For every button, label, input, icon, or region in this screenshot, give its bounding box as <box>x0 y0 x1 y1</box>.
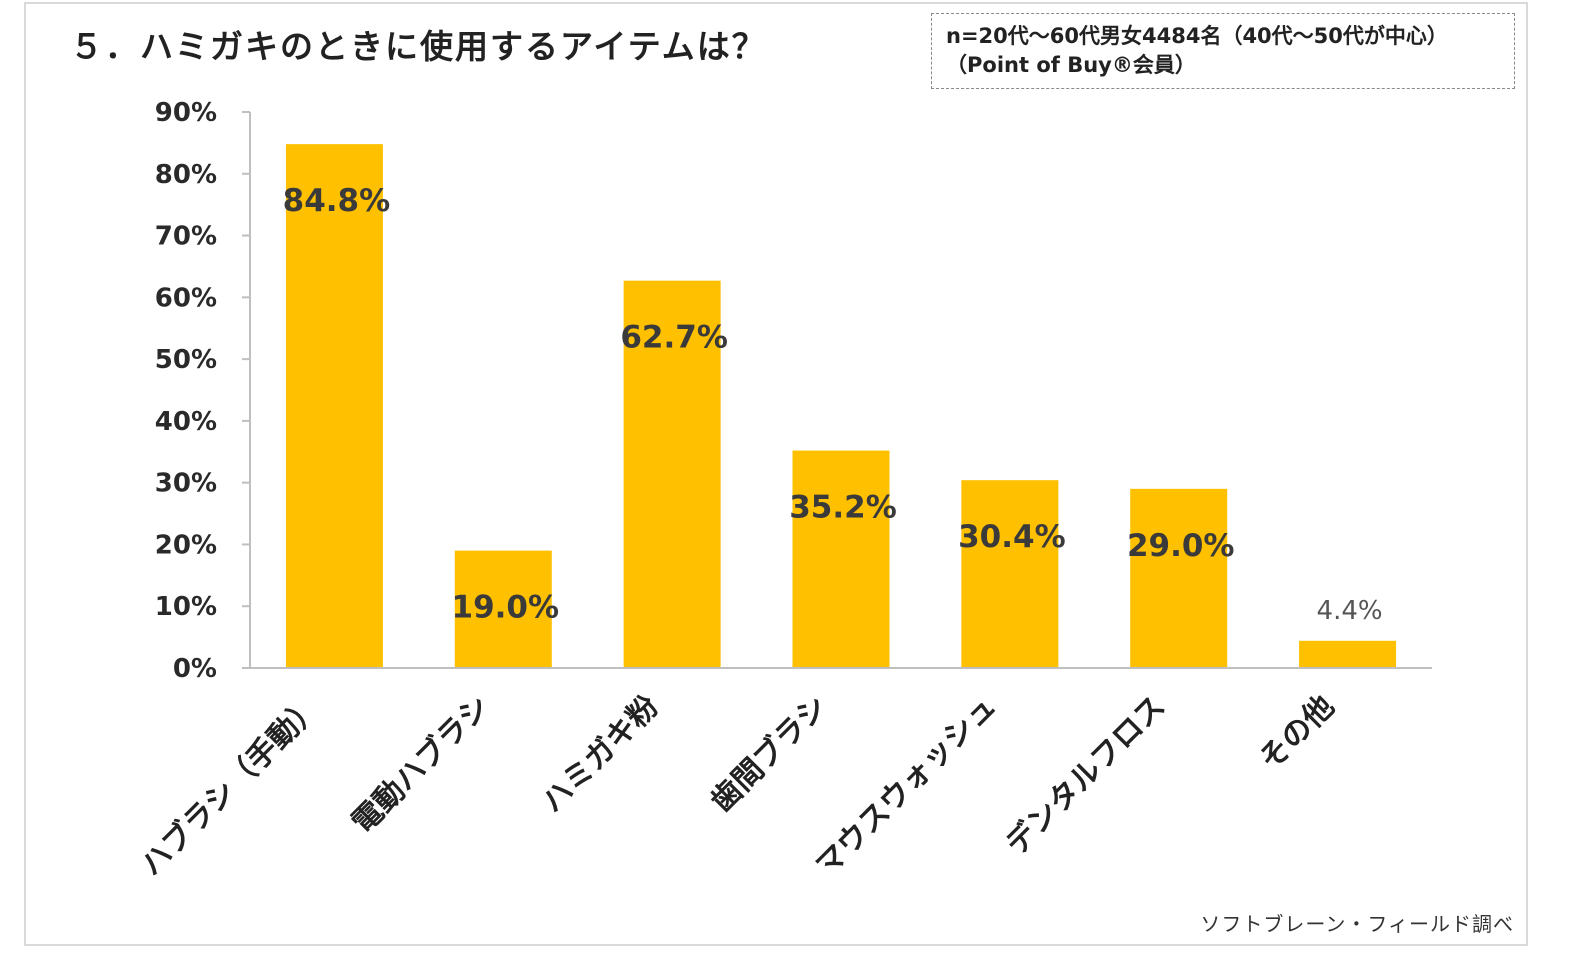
data-label: 84.8% <box>283 183 391 219</box>
bar <box>285 144 383 668</box>
sample-note-box: n=20代～60代男女4484名（40代～50代が中心） （Point of B… <box>931 13 1515 89</box>
y-tick-label: 70% <box>155 222 217 252</box>
y-tick-label: 80% <box>155 160 217 190</box>
category-label: ハブラシ（手動） <box>134 689 328 883</box>
category-label: 電動ハブラシ <box>345 689 497 841</box>
category-label: ハミガキ粉 <box>535 689 666 820</box>
bar <box>1299 640 1397 668</box>
bar <box>454 550 552 668</box>
y-tick-label: 60% <box>155 283 217 313</box>
category-label: マウスウォッシュ <box>809 689 1003 883</box>
data-label: 62.7% <box>620 320 728 356</box>
y-tick-label: 50% <box>155 345 217 375</box>
bar <box>623 280 721 668</box>
category-label: その他 <box>1253 689 1341 777</box>
bar <box>1130 488 1228 668</box>
y-tick-label: 10% <box>155 592 217 622</box>
data-label: 19.0% <box>452 590 560 626</box>
y-tick-label: 90% <box>155 98 217 128</box>
page-title: ５．ハミガキのときに使用するアイテムは？ <box>70 27 767 66</box>
sample-note-line2: （Point of Buy®会員） <box>946 53 1196 77</box>
y-tick-label: 40% <box>155 407 217 437</box>
category-label: 歯間ブラシ <box>704 689 834 819</box>
data-label: 4.4% <box>1317 596 1383 626</box>
data-label: 35.2% <box>789 490 897 526</box>
category-label: デンタルフロス <box>999 689 1172 862</box>
data-label: 29.0% <box>1127 528 1235 564</box>
bar <box>961 480 1059 668</box>
y-tick-label: 30% <box>155 469 217 499</box>
source-credit: ソフトブレーン・フィールド調べ <box>1200 912 1514 936</box>
y-tick-label: 20% <box>155 530 217 560</box>
bar <box>792 450 890 668</box>
data-label: 30.4% <box>958 519 1066 555</box>
chart-frame <box>24 2 1528 946</box>
sample-note-line1: n=20代～60代男女4484名（40代～50代が中心） <box>946 24 1448 48</box>
y-tick-label: 0% <box>173 654 217 684</box>
